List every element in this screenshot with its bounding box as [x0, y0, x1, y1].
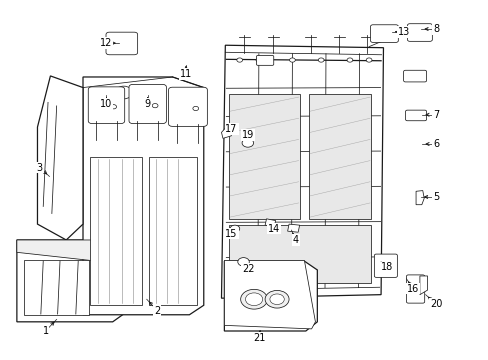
FancyBboxPatch shape	[407, 24, 431, 41]
Bar	[229, 94, 300, 219]
Circle shape	[152, 104, 158, 108]
Text: 7: 7	[432, 110, 438, 120]
FancyBboxPatch shape	[374, 254, 397, 277]
Circle shape	[236, 58, 242, 62]
Polygon shape	[224, 261, 317, 331]
Bar	[308, 94, 371, 219]
Circle shape	[269, 294, 284, 305]
Polygon shape	[419, 276, 427, 294]
Circle shape	[346, 58, 352, 62]
Polygon shape	[17, 240, 128, 322]
Circle shape	[230, 225, 239, 232]
Text: 3: 3	[37, 163, 43, 173]
Polygon shape	[221, 127, 233, 138]
Text: 4: 4	[292, 235, 298, 245]
Polygon shape	[264, 219, 275, 226]
Circle shape	[245, 293, 262, 306]
Text: 19: 19	[242, 130, 254, 140]
Bar	[229, 225, 370, 283]
Polygon shape	[224, 260, 315, 329]
Circle shape	[366, 58, 371, 62]
Text: 16: 16	[406, 284, 418, 294]
Text: 22: 22	[242, 264, 254, 274]
FancyBboxPatch shape	[129, 84, 166, 123]
Text: 10: 10	[100, 99, 112, 109]
Circle shape	[240, 289, 267, 309]
FancyBboxPatch shape	[405, 110, 426, 121]
Circle shape	[256, 58, 261, 62]
Text: 18: 18	[381, 262, 393, 273]
FancyBboxPatch shape	[88, 87, 124, 123]
FancyBboxPatch shape	[168, 87, 207, 126]
Circle shape	[115, 86, 132, 99]
Polygon shape	[221, 45, 383, 298]
Circle shape	[144, 86, 162, 99]
FancyBboxPatch shape	[403, 70, 426, 82]
Bar	[148, 157, 196, 305]
Text: 13: 13	[397, 27, 409, 37]
FancyBboxPatch shape	[106, 32, 137, 55]
Text: 21: 21	[253, 333, 265, 343]
FancyBboxPatch shape	[370, 25, 398, 42]
Text: 20: 20	[429, 299, 442, 309]
Text: 15: 15	[225, 229, 237, 239]
Text: 2: 2	[154, 306, 160, 315]
Circle shape	[237, 258, 249, 266]
Circle shape	[264, 291, 288, 308]
Bar	[90, 157, 142, 305]
Text: 1: 1	[42, 326, 49, 336]
Bar	[24, 260, 89, 315]
Text: 17: 17	[225, 124, 237, 134]
Polygon shape	[415, 190, 424, 205]
Text: 11: 11	[180, 69, 192, 79]
FancyBboxPatch shape	[406, 275, 424, 303]
Text: 14: 14	[267, 224, 280, 234]
Circle shape	[318, 58, 324, 62]
Circle shape	[111, 105, 116, 109]
Text: 8: 8	[432, 24, 438, 34]
Text: 6: 6	[432, 139, 438, 149]
Circle shape	[242, 139, 253, 147]
Polygon shape	[17, 240, 128, 263]
Text: 9: 9	[144, 99, 150, 109]
Text: 12: 12	[100, 38, 112, 48]
Circle shape	[289, 58, 295, 62]
Circle shape	[192, 106, 198, 111]
FancyBboxPatch shape	[256, 55, 273, 66]
Polygon shape	[287, 224, 299, 232]
Polygon shape	[83, 77, 203, 315]
Text: 5: 5	[432, 192, 438, 202]
Polygon shape	[38, 76, 83, 240]
